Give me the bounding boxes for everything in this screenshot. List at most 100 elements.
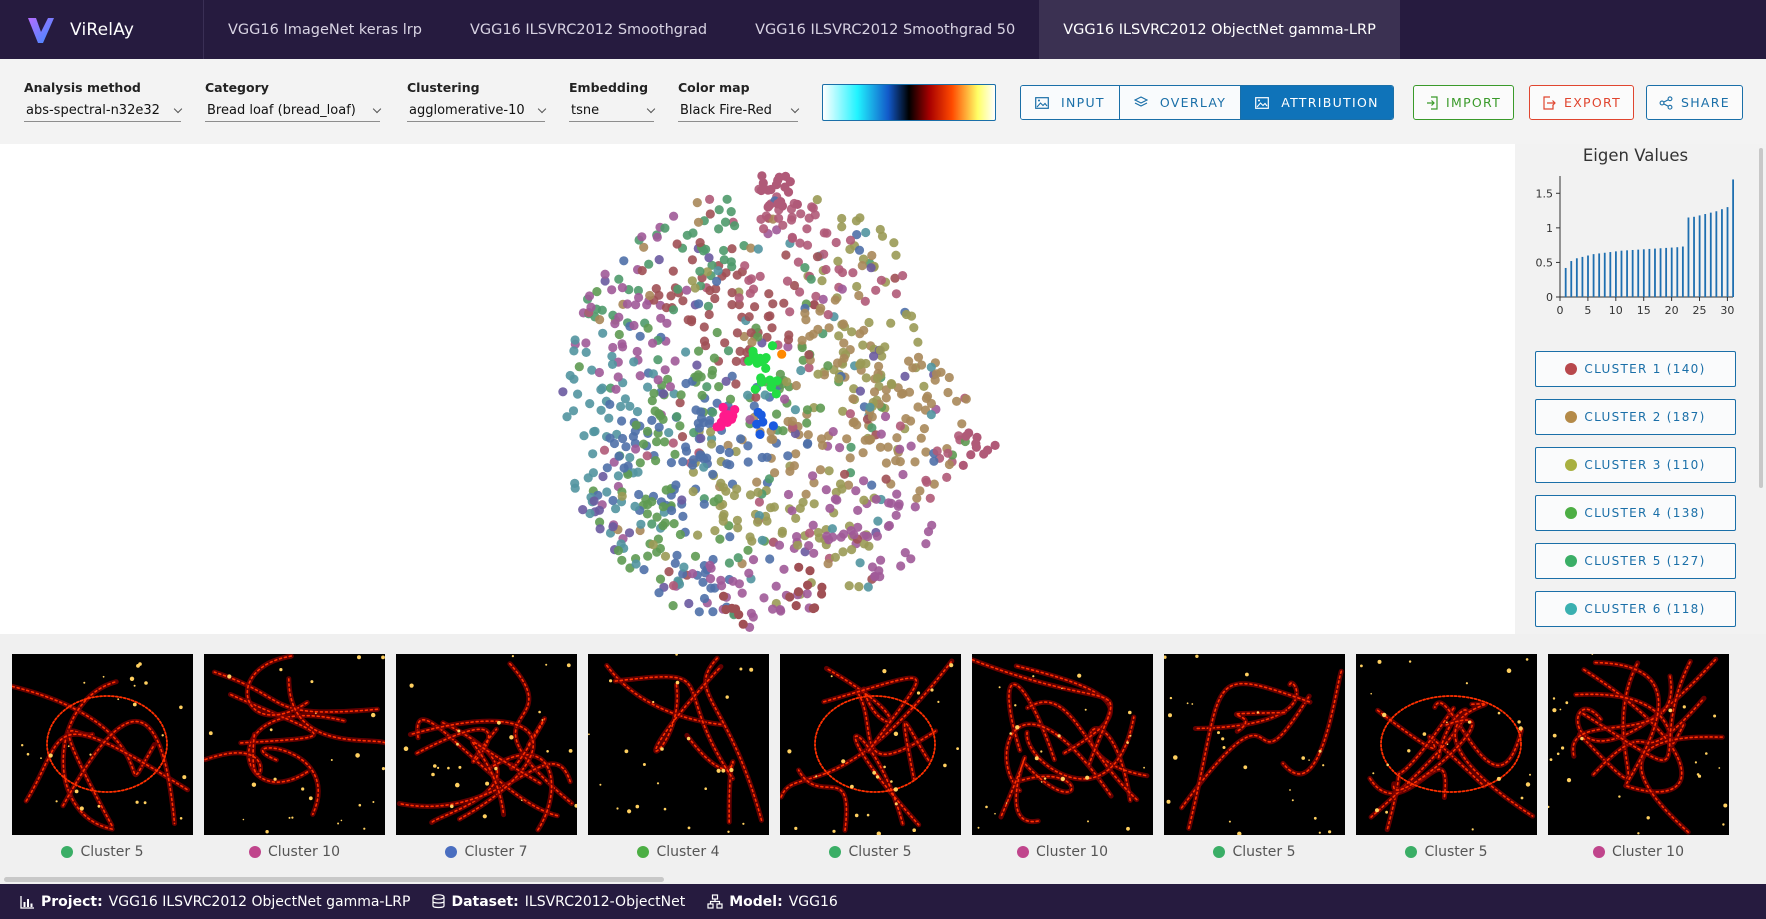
scatter-point[interactable] (915, 486, 925, 496)
scatter-point[interactable] (875, 345, 885, 355)
scatter-point[interactable] (802, 240, 813, 250)
scatter-point[interactable] (707, 370, 717, 380)
scatter-point[interactable] (611, 504, 621, 514)
scatter-point[interactable] (716, 478, 726, 488)
scatter-point[interactable] (622, 299, 633, 309)
scatter-point[interactable] (892, 489, 902, 499)
scatter-point[interactable] (801, 489, 811, 499)
scatter-point[interactable] (690, 551, 701, 561)
attribution-heatmap[interactable] (204, 654, 385, 835)
scatter-point[interactable] (681, 347, 691, 357)
scatter-point[interactable] (793, 257, 804, 267)
scatter-point[interactable] (837, 222, 847, 232)
scatter-point[interactable] (847, 545, 857, 555)
scatter-point[interactable] (670, 449, 680, 459)
scatter-point[interactable] (840, 469, 850, 479)
scatter-point[interactable] (704, 309, 714, 320)
scatter-point[interactable] (990, 440, 1000, 450)
scatter-point-highlighted[interactable] (723, 410, 733, 420)
scatter-point[interactable] (802, 439, 813, 449)
scatter-point[interactable] (979, 449, 989, 459)
scatter-point[interactable] (798, 497, 808, 507)
scatter-point[interactable] (600, 276, 610, 286)
scatter-point[interactable] (589, 427, 599, 437)
scatter-point[interactable] (585, 508, 595, 519)
scatter-point[interactable] (731, 604, 741, 614)
scatter-point[interactable] (688, 467, 699, 477)
scatter-point[interactable] (771, 581, 781, 591)
scatter-point[interactable] (808, 520, 818, 530)
scatter-point[interactable] (795, 238, 805, 248)
scatter-point[interactable] (618, 433, 628, 444)
scatter-point[interactable] (834, 331, 844, 341)
scatter-point[interactable] (712, 327, 722, 338)
scatter-point[interactable] (669, 211, 679, 221)
scatter-point[interactable] (753, 487, 763, 497)
scatter-point[interactable] (830, 494, 841, 504)
attribution-heatmap[interactable] (1356, 654, 1537, 835)
scatter-point[interactable] (759, 224, 769, 234)
scatter-point[interactable] (895, 457, 905, 467)
attribution-heatmap[interactable] (972, 654, 1153, 835)
input-view-button[interactable]: INPUT (1021, 86, 1120, 119)
scatter-point[interactable] (595, 517, 605, 527)
scatter-point[interactable] (706, 427, 716, 437)
scatter-point[interactable] (854, 290, 864, 301)
scatter-point[interactable] (581, 338, 591, 348)
scatter-point[interactable] (726, 207, 736, 217)
gallery-item[interactable]: Cluster 10 (972, 654, 1153, 860)
scatter-point[interactable] (664, 567, 674, 577)
scatter-point[interactable] (942, 472, 952, 482)
scatter-point[interactable] (631, 420, 641, 430)
scatter-point[interactable] (660, 518, 670, 528)
scatter-point[interactable] (653, 355, 663, 365)
scatter-point[interactable] (894, 499, 904, 509)
scatter-point[interactable] (751, 392, 761, 402)
scatter-point[interactable] (817, 276, 827, 286)
gallery-item[interactable]: Cluster 4 (588, 654, 769, 860)
scatter-point[interactable] (964, 428, 974, 438)
scatter-point[interactable] (837, 213, 847, 224)
scatter-point[interactable] (883, 442, 893, 452)
scatter-point[interactable] (675, 529, 686, 540)
scatter-point[interactable] (837, 284, 847, 294)
scatter-point[interactable] (817, 589, 827, 599)
scatter-point[interactable] (699, 454, 709, 464)
scatter-point[interactable] (957, 419, 967, 429)
gallery-item[interactable]: Cluster 10 (204, 654, 385, 860)
scatter-point[interactable] (783, 342, 793, 352)
scatter-point[interactable] (798, 355, 808, 365)
scatter-point[interactable] (723, 346, 734, 356)
scatter-point[interactable] (912, 493, 922, 503)
scatter-point[interactable] (715, 534, 725, 544)
scatter-point[interactable] (859, 495, 869, 505)
scatter-point-highlighted[interactable] (750, 384, 760, 394)
scatter-point[interactable] (630, 501, 640, 511)
scatter-point[interactable] (851, 486, 861, 496)
scatter-point[interactable] (633, 467, 643, 477)
scatter-point[interactable] (696, 433, 706, 443)
scatter-point[interactable] (686, 317, 697, 327)
scatter-point[interactable] (608, 342, 618, 353)
scatter-point[interactable] (690, 283, 700, 293)
scatter-point[interactable] (770, 468, 780, 478)
scatter-point[interactable] (637, 266, 647, 276)
brand[interactable]: ViRelAy (0, 0, 204, 59)
scatter-point[interactable] (797, 335, 807, 345)
scatter-point[interactable] (763, 311, 773, 322)
scrollbar-thumb[interactable] (4, 877, 664, 882)
share-button[interactable]: SHARE (1646, 85, 1743, 120)
scatter-point[interactable] (910, 457, 920, 467)
scatter-point[interactable] (794, 562, 804, 572)
scatter-point[interactable] (929, 479, 939, 489)
scatter-point[interactable] (810, 210, 820, 220)
scatter-point[interactable] (699, 593, 710, 604)
scatter-point[interactable] (662, 318, 672, 328)
scatter-point[interactable] (755, 271, 765, 281)
scatter-point[interactable] (718, 591, 729, 601)
scatter-point[interactable] (727, 288, 737, 298)
scatter-point[interactable] (740, 261, 750, 271)
scatter-point[interactable] (667, 505, 677, 516)
scatter-point[interactable] (744, 568, 754, 578)
scatter-point[interactable] (800, 263, 810, 273)
